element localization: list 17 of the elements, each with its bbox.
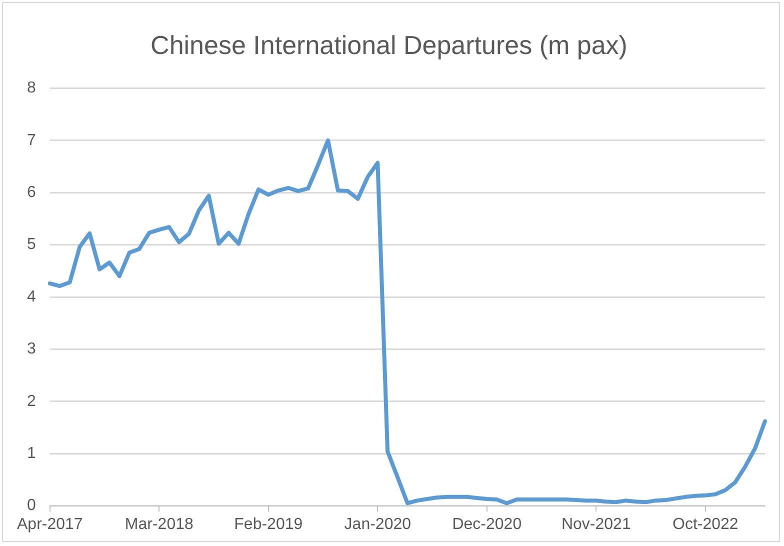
x-tick-label: Dec-2020 <box>452 516 522 533</box>
x-tick-label: Feb-2019 <box>234 516 303 533</box>
x-tick-label: Oct-2022 <box>672 516 738 533</box>
y-tick-label: 1 <box>26 445 36 462</box>
y-tick-label: 2 <box>26 392 36 410</box>
y-tick-label: 6 <box>26 184 36 202</box>
x-tick-label: Nov-2021 <box>561 516 631 533</box>
x-tick-label: Jan-2020 <box>344 516 412 533</box>
x-tick-label: Apr-2017 <box>16 516 83 533</box>
chart-title: Chinese International Departures (m pax) <box>150 30 628 60</box>
y-tick-label: 7 <box>26 132 36 149</box>
x-tick-label: Mar-2018 <box>124 516 194 533</box>
y-tick-label: 8 <box>26 80 36 97</box>
y-tick-label: 3 <box>26 340 36 358</box>
y-tick-label: 5 <box>26 236 36 254</box>
y-tick-label: 4 <box>26 288 36 306</box>
y-tick-label: 0 <box>26 497 36 514</box>
